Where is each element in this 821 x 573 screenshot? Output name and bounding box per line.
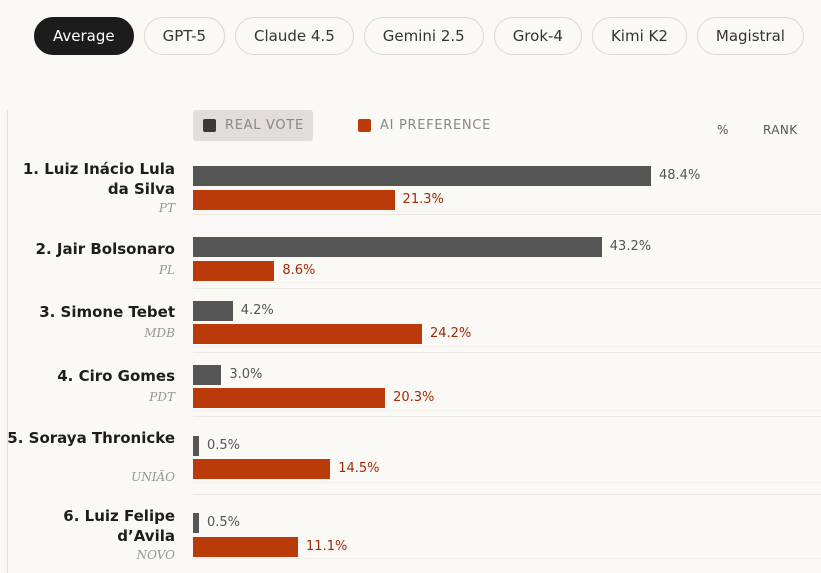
real-vote-bar: [193, 365, 222, 385]
candidate-party: UNIÃO: [131, 470, 175, 484]
real-vote-bar: [193, 237, 602, 257]
tab-claude-4-5[interactable]: Claude 4.5: [235, 17, 354, 55]
legend-ai-preference[interactable]: AI PREFERENCE: [358, 110, 491, 141]
real-vote-bar: [193, 513, 199, 533]
real-vote-bar: [193, 301, 233, 321]
real-vote-bar: [193, 166, 651, 186]
row-divider: [193, 494, 821, 495]
ai-vote-value: 21.3%: [402, 192, 444, 207]
real-vote-value: 0.5%: [207, 515, 241, 530]
ai-vote-bar: [193, 261, 275, 281]
candidate-name: 1. Luiz Inácio Lula da Silva: [22, 160, 175, 198]
tab-gpt-5[interactable]: GPT-5: [143, 17, 226, 55]
column-header-percent[interactable]: %: [717, 123, 729, 137]
tab-magistral[interactable]: Magistral: [696, 17, 804, 55]
legend-real-label: REAL VOTE: [225, 118, 304, 133]
candidate-party: PT: [158, 201, 175, 215]
candidate-name: 5. Soraya Thronicke: [7, 429, 175, 447]
candidate-name: 6. Luiz Felipe d’Avila: [63, 507, 175, 545]
ai-vote-bar: [193, 388, 386, 408]
legend-real-swatch: [203, 119, 216, 132]
column-header-rank[interactable]: RANK: [763, 123, 798, 137]
candidate-name: 3. Simone Tebet: [39, 303, 175, 321]
ai-vote-bar: [193, 459, 331, 479]
row-divider: [193, 352, 821, 353]
candidate-name: 4. Ciro Gomes: [57, 367, 175, 385]
ai-vote-value: 14.5%: [338, 461, 380, 476]
candidate-party: MDB: [144, 326, 175, 340]
bar-divider: [193, 346, 821, 347]
bar-divider: [193, 410, 821, 411]
tab-gemini-2-5[interactable]: Gemini 2.5: [363, 17, 484, 55]
candidate-party: PDT: [149, 390, 175, 404]
legend-ai-label: AI PREFERENCE: [380, 118, 491, 133]
real-vote-value: 0.5%: [207, 438, 241, 453]
tab-grok-4[interactable]: Grok-4: [493, 17, 582, 55]
real-vote-value: 3.0%: [229, 367, 263, 382]
ai-vote-value: 11.1%: [306, 539, 348, 554]
bar-divider: [193, 211, 821, 212]
left-divider: [7, 110, 8, 573]
row-divider: [193, 214, 821, 215]
ai-vote-bar: [193, 537, 299, 557]
legend-real-vote[interactable]: REAL VOTE: [193, 110, 313, 141]
tab-average[interactable]: Average: [34, 17, 134, 55]
ai-vote-value: 8.6%: [282, 263, 316, 278]
real-vote-value: 48.4%: [659, 168, 701, 183]
bar-divider: [193, 482, 821, 483]
candidate-name: 2. Jair Bolsonaro: [35, 240, 175, 258]
row-divider: [193, 416, 821, 417]
bar-divider: [193, 282, 821, 283]
candidate-party: PL: [158, 263, 175, 277]
real-vote-value: 4.2%: [240, 303, 274, 318]
legend-ai-swatch: [358, 119, 371, 132]
real-vote-value: 43.2%: [609, 239, 652, 254]
ai-vote-value: 20.3%: [393, 390, 435, 405]
ai-vote-bar: [193, 324, 422, 344]
tab-kimi-k2[interactable]: Kimi K2: [591, 17, 687, 55]
ai-vote-bar: [193, 190, 395, 210]
row-divider: [193, 288, 821, 289]
candidate-party: NOVO: [136, 548, 175, 562]
real-vote-bar: [193, 436, 199, 456]
bar-divider: [193, 558, 821, 559]
ai-vote-value: 24.2%: [430, 326, 472, 341]
model-tabs: Average GPT-5 Claude 4.5 Gemini 2.5 Grok-4 Ki…: [34, 17, 804, 55]
